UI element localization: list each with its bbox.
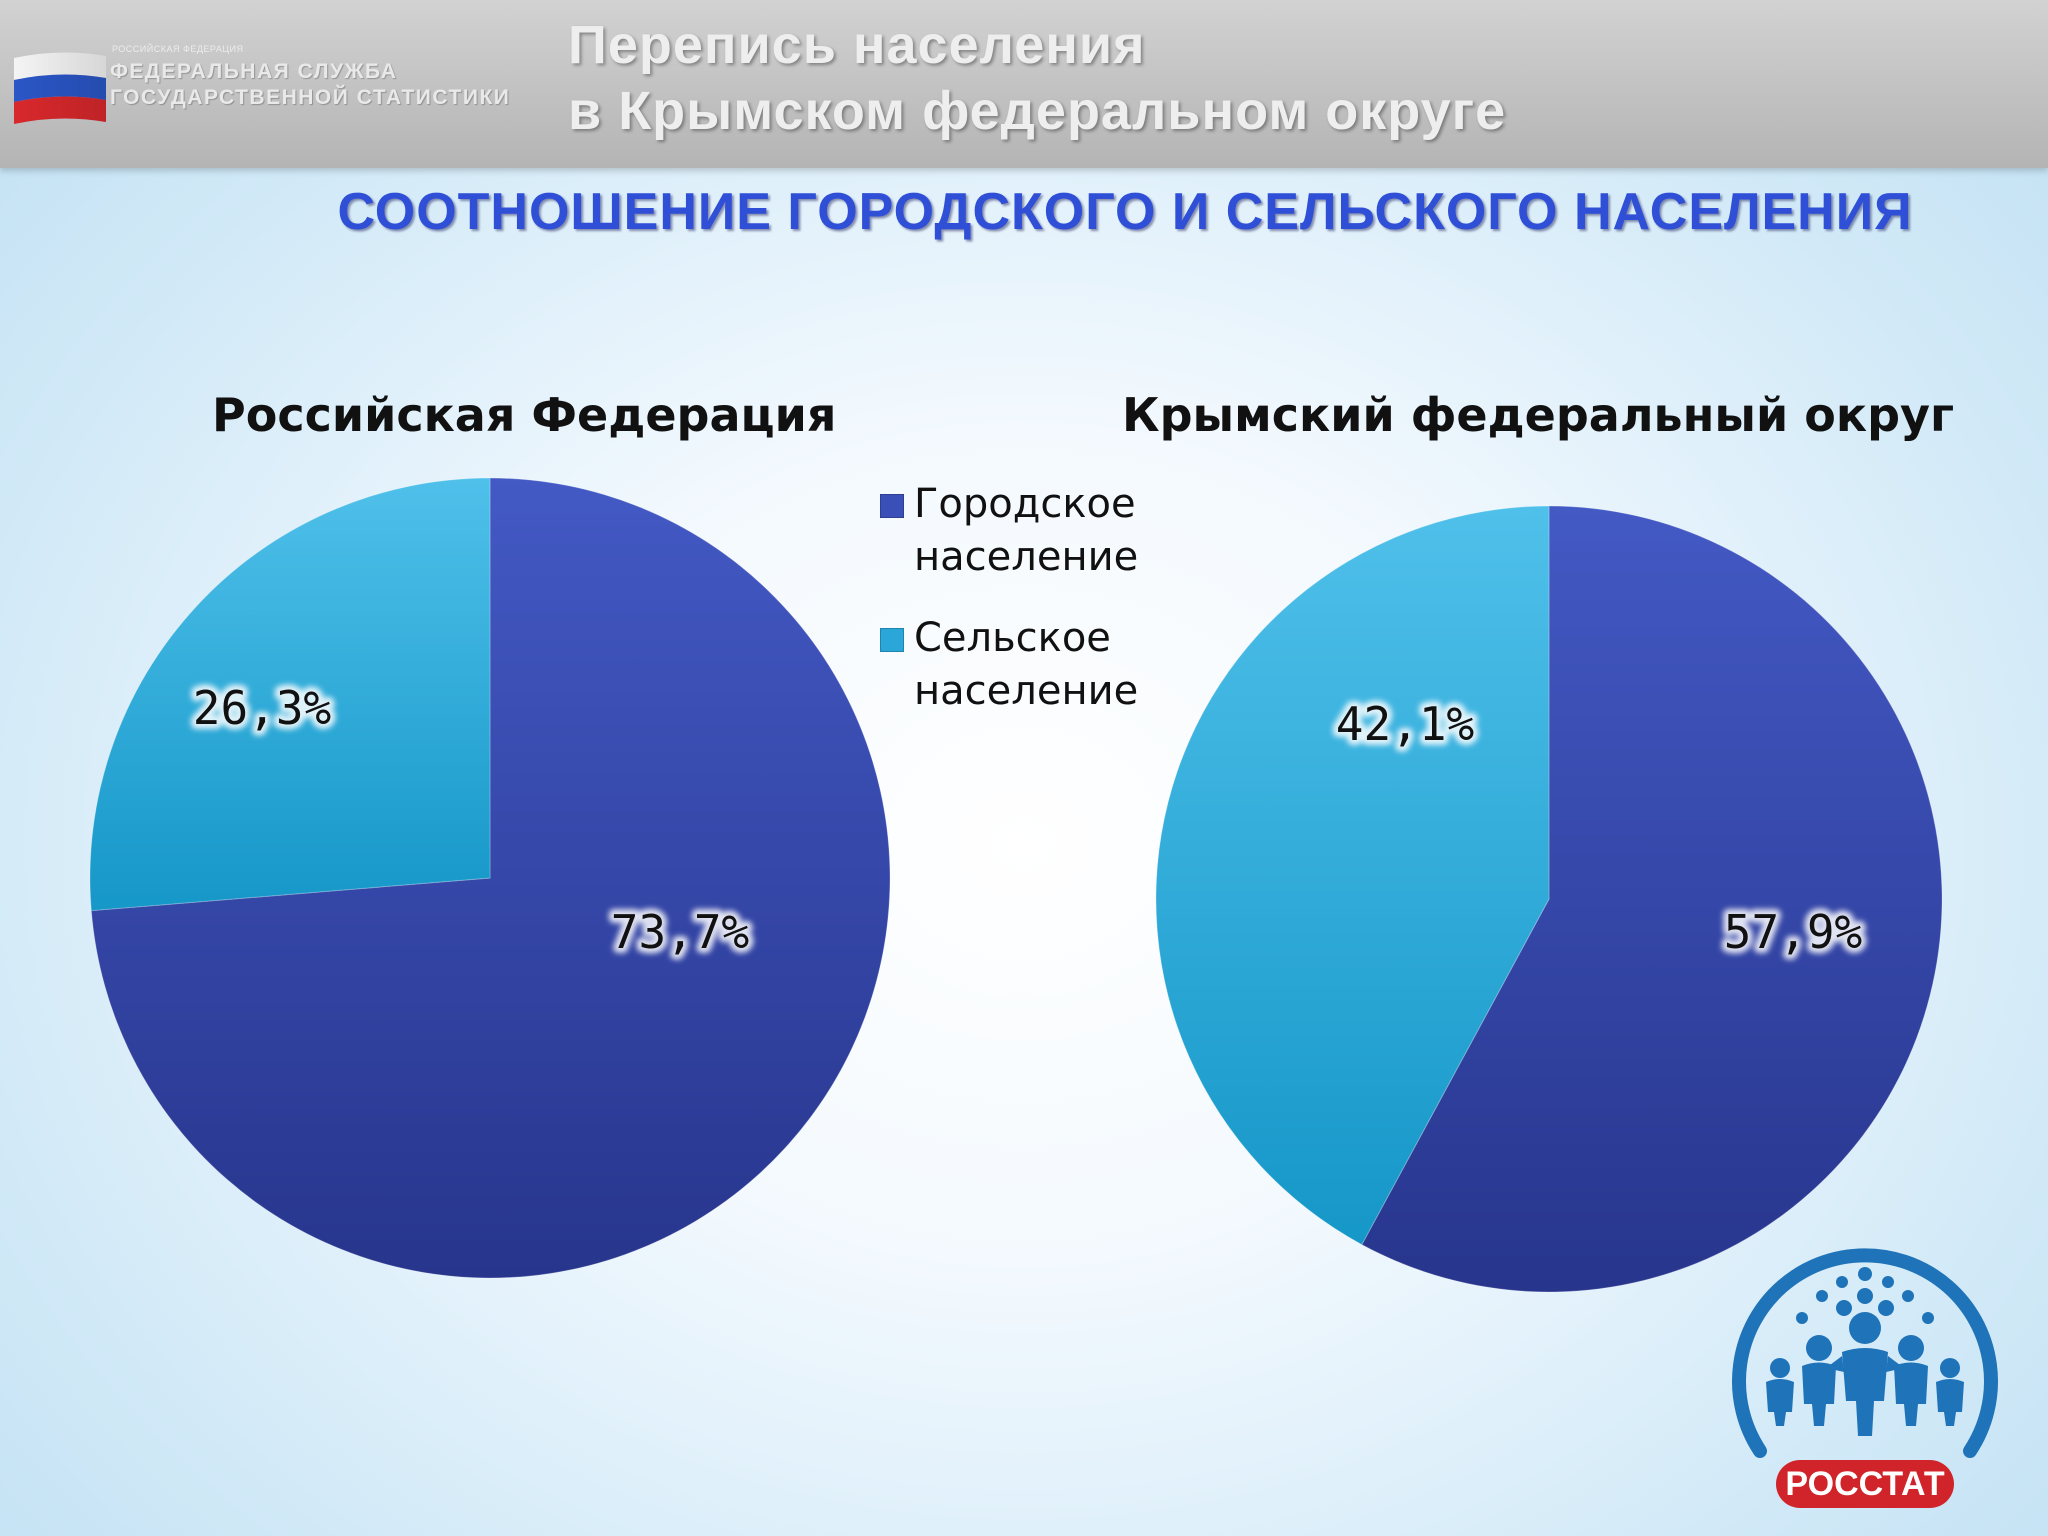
header-title-line1: Перепись населения: [568, 15, 1146, 75]
main-title: СООТНОШЕНИЕ ГОРОДСКОГО И СЕЛЬСКОГО НАСЕЛ…: [337, 183, 1913, 241]
legend-swatch-rural: [880, 628, 904, 652]
data-label-urban: 73,7%: [611, 905, 749, 959]
chart-title-russia: Российская Федерация: [212, 388, 837, 442]
pie-slice-urban: [90, 477, 891, 1279]
pie-slice-rural: [89, 477, 491, 912]
data-label-glow-rural: 42,1%: [1336, 697, 1474, 751]
pie-chart-crimea: 57,9%57,9%42,1%42,1%: [1155, 505, 1943, 1293]
pie-slice-rural: [1155, 505, 1550, 1246]
legend-swatch-urban: [880, 494, 904, 518]
data-label-glow-urban: 57,9%: [1724, 905, 1862, 959]
pie-chart-russia: 73,7%73,7%26,3%26,3%: [89, 477, 891, 1279]
org-name-line2: ГОСУДАРСТВЕННОЙ СТАТИСТИКИ: [110, 86, 511, 109]
chart-legend: Городское население Сельское население: [880, 478, 1174, 746]
legend-item-rural: Сельское население: [880, 612, 1174, 718]
data-label-glow-rural: 26,3%: [193, 681, 331, 735]
data-label-rural: 42,1%: [1336, 697, 1474, 751]
header-title-line2: в Крымском федеральном округе: [568, 81, 1507, 141]
chart-title-crimea: Крымский федеральный округ: [1122, 388, 1955, 442]
pie-slice-urban: [1361, 505, 1943, 1293]
rosstat-logo-text: РОССТАТ: [1785, 1465, 1944, 1503]
org-name-line1: ФЕДЕРАЛЬНАЯ СЛУЖБА: [110, 60, 398, 83]
org-country-label: РОССИЙСКАЯ ФЕДЕРАЦИЯ: [112, 44, 244, 54]
russian-flag-icon: [14, 52, 106, 124]
legend-item-urban: Городское население: [880, 478, 1174, 584]
legend-label-urban: Городское население: [914, 481, 1139, 580]
data-label-rural: 26,3%: [193, 681, 331, 735]
fsgs-logo: РОССИЙСКАЯ ФЕДЕРАЦИЯ ФЕДЕРАЛЬНАЯ СЛУЖБА …: [12, 40, 552, 140]
header-band: РОССИЙСКАЯ ФЕДЕРАЦИЯ ФЕДЕРАЛЬНАЯ СЛУЖБА …: [0, 0, 2048, 168]
data-label-glow-urban: 73,7%: [611, 905, 749, 959]
data-label-urban: 57,9%: [1724, 905, 1862, 959]
rosstat-logo: РОССТАТ: [1732, 1248, 1998, 1508]
legend-label-rural: Сельское население: [914, 615, 1139, 714]
